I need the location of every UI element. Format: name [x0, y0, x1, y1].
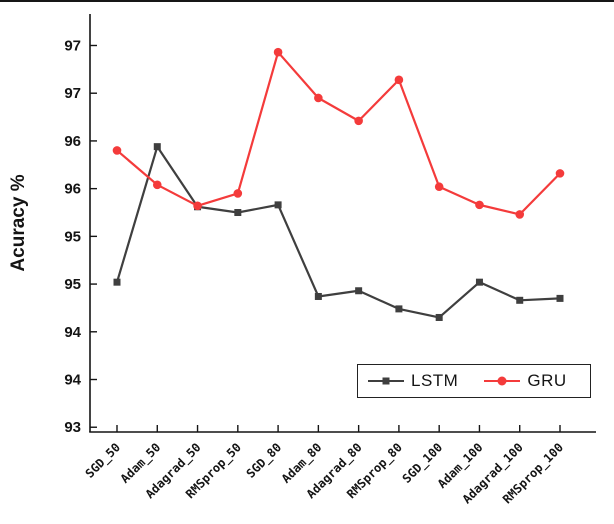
y-tick-label: 97 [64, 85, 81, 102]
lstm-marker [355, 287, 363, 295]
lstm-marker [556, 294, 564, 302]
gru-marker [152, 180, 162, 190]
gru-marker [354, 116, 363, 126]
gru-marker [555, 169, 565, 178]
gru-line [116, 51, 561, 216]
y-tick-label: 94 [64, 324, 81, 341]
y-tick-label: 93 [64, 419, 81, 436]
gru-marker [273, 47, 283, 57]
lstm-marker [395, 305, 403, 313]
y-tick-label: 97 [64, 37, 81, 54]
gru-line-marker-icon [484, 374, 521, 388]
y-axis-title: Acuracy % [8, 174, 29, 271]
lstm-marker [274, 201, 282, 209]
lstm-marker [153, 143, 161, 151]
gru-marker [193, 201, 202, 211]
gru-marker [434, 182, 444, 192]
legend-item-gru: GRU [484, 371, 566, 391]
legend-label-lstm: LSTM [411, 371, 459, 390]
y-tick-label: 95 [64, 228, 81, 245]
gru-marker [314, 93, 323, 103]
legend-label-gru: GRU [527, 371, 567, 390]
lstm-marker [314, 292, 322, 300]
gru-marker [233, 189, 243, 198]
y-tick-label: 94 [64, 372, 81, 389]
legend-item-lstm: LSTM [368, 371, 458, 391]
gru-marker [112, 146, 122, 155]
y-tick-label: 95 [64, 276, 81, 293]
lstm-marker [234, 209, 242, 217]
lstm-line-marker-icon [368, 374, 404, 388]
lstm-marker [516, 296, 524, 304]
legend: LSTM GRU [357, 364, 591, 398]
lstm-marker [475, 278, 483, 286]
lstm-marker [435, 313, 443, 321]
gru-marker [475, 200, 484, 210]
lstm-line [115, 145, 561, 319]
y-tick-label: 96 [64, 133, 81, 150]
gru-marker [394, 75, 404, 85]
y-tick-label: 96 [64, 181, 81, 198]
lstm-marker [113, 278, 121, 286]
gru-marker [515, 210, 525, 219]
